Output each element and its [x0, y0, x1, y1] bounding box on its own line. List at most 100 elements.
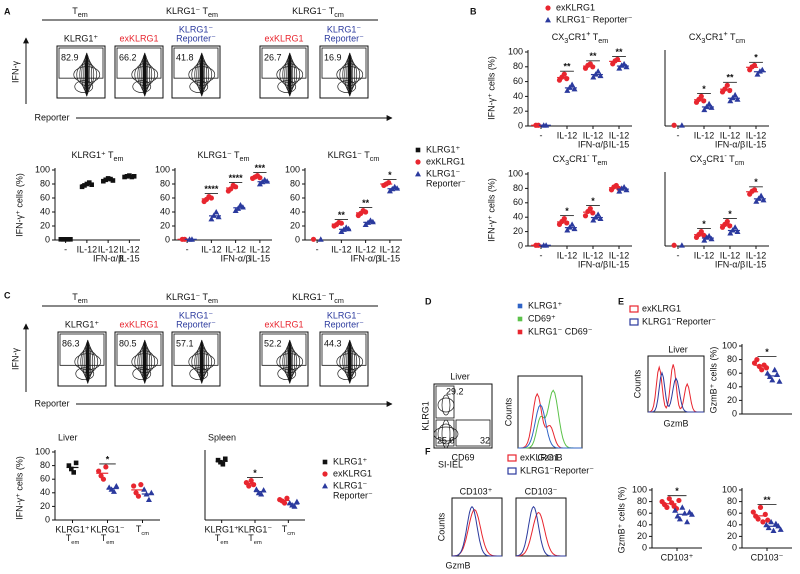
y-tick-label: 100 — [508, 46, 523, 56]
y-tick-label: 100 — [508, 168, 523, 178]
data-point — [338, 220, 344, 226]
data-point — [86, 180, 92, 185]
data-point — [724, 218, 730, 225]
y-tick-label: 0 — [45, 514, 50, 524]
data-point — [771, 366, 778, 373]
contour — [142, 339, 147, 384]
data-point — [701, 98, 707, 104]
data-point — [590, 64, 596, 70]
y-tick-label: 20 — [727, 531, 737, 541]
data-point — [310, 236, 317, 242]
label-part: KLRG1⁻ T — [197, 150, 240, 160]
plot-title: CD103⁺ — [460, 486, 493, 496]
flow-plot — [319, 45, 369, 99]
column-header: Tem — [72, 292, 88, 305]
data-point — [727, 230, 734, 236]
significance: **** — [204, 184, 219, 194]
data-point — [751, 62, 758, 68]
y-tick-label: 60 — [637, 508, 647, 518]
x-tick-label: Tem — [101, 533, 115, 545]
label-part: em — [106, 540, 114, 546]
axis-label: KLRG1 — [420, 401, 430, 431]
data-point — [113, 483, 120, 489]
gate-value: 41.8 — [176, 52, 194, 62]
y-tick-label: 0 — [732, 542, 737, 552]
axis-label: Counts — [503, 397, 513, 426]
contour — [277, 367, 297, 381]
data-point — [592, 214, 599, 220]
data-point — [754, 357, 760, 363]
flow-plot — [259, 45, 309, 99]
axis-label: IFN-γ⁺ cells (%) — [486, 178, 496, 242]
axis-label: Reporter — [34, 398, 69, 408]
plot-label: KLRG1⁺ — [64, 33, 99, 43]
y-tick-label: 40 — [513, 212, 523, 222]
data-point — [753, 198, 760, 204]
x-tick-label: IL-12 — [250, 244, 271, 254]
x-tick-label: CD103⁺ — [661, 552, 694, 562]
contour — [75, 367, 95, 381]
data-point — [208, 195, 214, 201]
x-tick-label: IL-15 — [380, 253, 401, 263]
data-point — [595, 68, 602, 74]
significance: ** — [338, 210, 346, 220]
y-tick-label: 20 — [727, 395, 737, 405]
plot-label: Reporter⁻ — [324, 33, 364, 43]
data-point — [760, 196, 767, 203]
axis-label: IFN-γ⁺ cells (%) — [486, 56, 496, 120]
data-point — [127, 173, 132, 178]
plot-label: KLRG1⁻ — [327, 310, 362, 320]
x-tick-label: IL-12 — [609, 130, 630, 140]
significance: * — [765, 347, 769, 357]
y-tick-label: 40 — [727, 381, 737, 391]
label-part: T — [727, 154, 735, 164]
plot-title: KLRG1⁻ Tem — [197, 150, 249, 163]
axis-label: Counts — [632, 369, 642, 398]
data-point — [734, 228, 741, 234]
label-part: T — [136, 524, 142, 534]
data-point — [82, 183, 87, 188]
histogram-curve — [452, 505, 502, 557]
plot-label: Reporter⁻ — [176, 33, 216, 43]
label-part: 3 — [564, 36, 568, 45]
column-header: KLRG1⁻ Tem — [166, 6, 218, 19]
legend-label: exKLRG1 — [556, 2, 595, 12]
y-tick-label: 80 — [637, 496, 647, 506]
histogram-curve — [647, 364, 704, 413]
contour — [337, 80, 357, 93]
data-point — [595, 211, 602, 217]
data-point — [706, 100, 713, 107]
x-tick-label: Tem — [215, 533, 229, 545]
x-tick-label: IL-12 — [746, 130, 767, 140]
panel-letter: F — [425, 446, 431, 456]
data-point — [571, 86, 578, 92]
x-tick-label: IL-12 — [77, 244, 98, 254]
y-tick-label: 40 — [727, 519, 737, 529]
data-point — [69, 466, 74, 472]
legend-label: KLRG1⁻Reporter⁻ — [520, 465, 594, 475]
data-point — [215, 457, 221, 463]
significance: ** — [362, 198, 370, 208]
legend-label: KLRG1⁻ — [333, 480, 368, 490]
gate — [455, 419, 491, 447]
x-tick-label: Tcm — [282, 524, 295, 536]
data-point — [208, 216, 215, 222]
contour — [142, 52, 147, 97]
gate — [58, 47, 104, 79]
x-tick-label: IL-12 — [119, 244, 140, 254]
label-part: + — [723, 29, 727, 38]
label-part: cm — [287, 531, 295, 537]
y-tick-label: 40 — [160, 206, 170, 216]
contour — [74, 80, 94, 93]
y-tick-label: 80 — [513, 183, 523, 193]
column-header: KLRG1⁻ Tcm — [292, 6, 344, 19]
flow-plot — [319, 331, 369, 387]
data-point — [751, 187, 758, 193]
legend-label: Reporter⁻ — [426, 178, 466, 188]
label-part: T — [590, 154, 598, 164]
y-tick-label: 60 — [727, 368, 737, 378]
gate-value: 26.7 — [264, 52, 282, 62]
label-part: T — [282, 524, 288, 534]
x-tick-label: IL-12 — [694, 250, 715, 260]
data-point — [138, 482, 144, 488]
